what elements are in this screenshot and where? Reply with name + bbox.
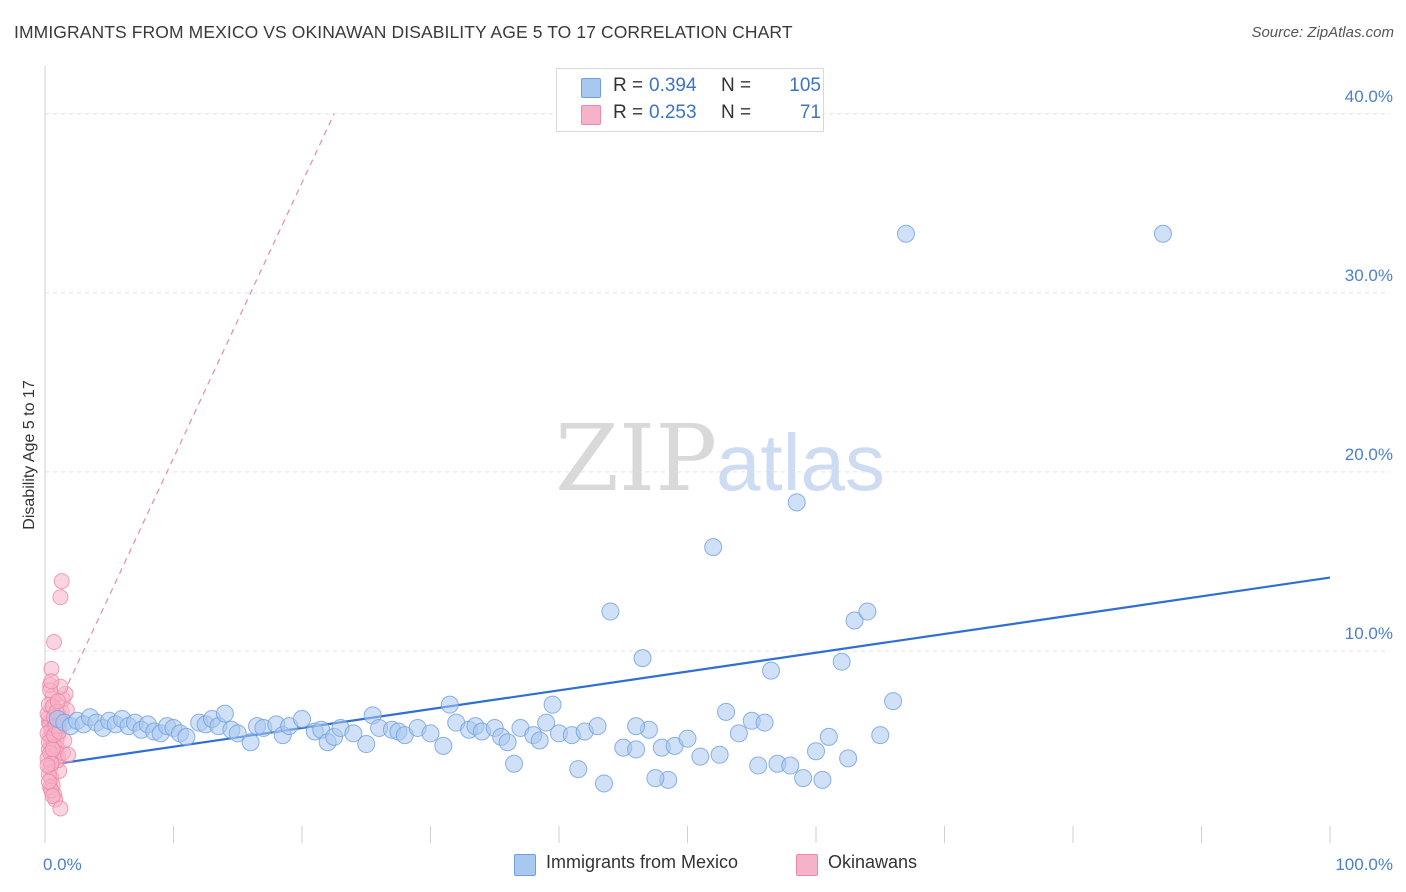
watermark-atlas: atlas [716,418,885,507]
r-label: R = [613,102,644,123]
okinawans-point [52,589,69,606]
okinawans-point [43,673,60,690]
y-tick-label: 20.0% [1345,445,1393,464]
mexico-point [871,726,890,745]
r-label: R = [613,75,644,96]
mexico-point [569,760,588,779]
mexico-point [215,704,234,723]
mexico-point [505,754,524,773]
mexico-point [839,749,858,768]
mexico-point [704,538,723,557]
mexico-point [858,602,877,621]
mexico-point [749,756,768,775]
mexico-point [498,733,517,752]
mexico-swatch [581,78,601,98]
mexico-point [344,724,363,743]
legend-label-mexico: Immigrants from Mexico [546,852,739,872]
n-value: 71 [799,102,821,123]
mexico-point [594,774,613,793]
mexico-point [543,695,562,714]
mexico-point [293,709,311,728]
chart-title: IMMIGRANTS FROM MEXICO VS OKINAWAN DISAB… [14,22,793,42]
n-label: N = [721,75,752,96]
mexico-point [781,756,800,775]
mexico-point [627,740,646,759]
okinawans-point [44,787,61,804]
mexico-point [787,493,806,512]
r-value: 0.253 [649,102,697,123]
okinawans-legend-swatch [796,854,818,876]
okinawans-trend-line [44,113,335,734]
legend-label-okinawans: Okinawans [828,852,918,872]
mexico-point [845,611,864,630]
mexico-point [1153,224,1172,243]
mexico-point [813,770,832,789]
okinawans-point [60,746,77,763]
mexico-point [646,769,665,788]
mexico-point [717,702,736,721]
mexico-point [357,735,376,754]
stats-legend: R = 0.394 N = 105 R = 0.253 N = 71 [556,68,824,132]
mexico-point [755,713,774,732]
mexico-point [819,727,838,746]
mexico-point [633,649,652,668]
mexico-point [228,724,247,743]
y-axis-label: Disability Age 5 to 17 [21,380,38,530]
mexico-point [537,713,556,732]
okinawans-point [39,757,56,774]
mexico-point [729,724,748,743]
n-value: 105 [789,75,821,96]
mexico-point [794,769,813,788]
grid-lines [45,113,1390,652]
okinawans-point [52,800,69,817]
mexico-point [421,724,440,743]
okinawans-point [44,741,61,758]
r-value: 0.394 [649,75,697,96]
mexico-point [601,602,620,621]
mexico-point [588,717,607,736]
n-label: N = [721,102,752,123]
mexico-point [710,745,729,764]
x-axis-end [1330,835,1393,845]
mexico-point [691,747,710,766]
y-tick-label: 10.0% [1345,624,1393,643]
x-tick-label: 0.0% [43,855,82,874]
okinawans-point [49,693,66,710]
source-label: Source: ZipAtlas.com [1251,24,1394,41]
mexico-point [678,729,697,748]
mexico-point [177,727,196,746]
x-tick-label: 100.0% [1335,855,1393,874]
mexico-point [440,695,459,714]
y-tick-label: 30.0% [1345,266,1393,285]
okinawans-point [45,634,62,650]
watermark-zip: ZIP [555,405,717,512]
mexico-legend-swatch [514,854,536,876]
watermark: ZIP atlas [555,405,885,512]
mexico-point [627,717,646,736]
mexico-point [807,742,825,761]
mexico-point [762,661,781,680]
okinawans-point [53,573,70,590]
mexico-point [832,652,851,671]
mexico-point [896,224,915,243]
mexico-point [434,736,453,755]
okinawans-point [40,773,57,790]
mexico-point [884,692,903,711]
mexico-point [530,731,549,750]
mexico-point [241,733,260,752]
tick-labels: 10.0% 20.0% 30.0% 40.0% 0.0% 100.0% [43,87,1393,874]
y-tick-label: 40.0% [1345,87,1393,106]
okinawans-swatch [581,105,601,125]
mexico-points [48,224,1172,793]
